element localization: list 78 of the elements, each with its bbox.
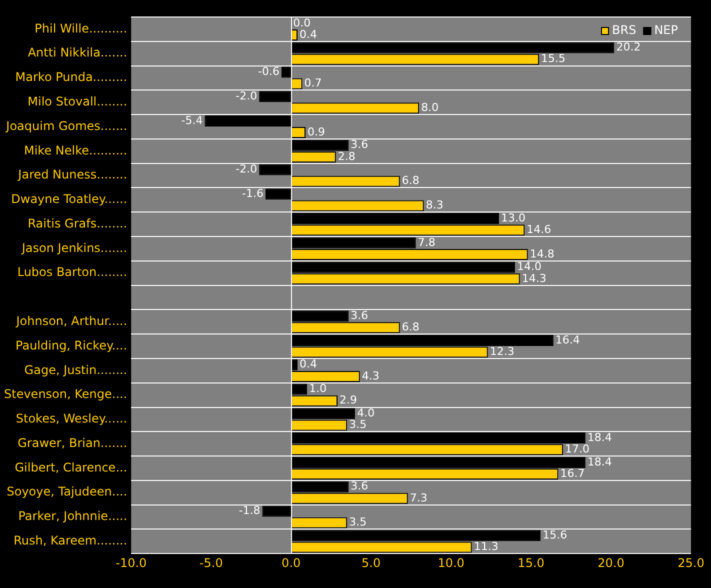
x-tick-label: 25.0 (678, 556, 704, 570)
data-label: 2.8 (338, 150, 356, 163)
y-tick-label: Paulding, Rickey.... (16, 338, 128, 352)
data-label: -5.4 (181, 114, 203, 127)
data-label: 14.8 (530, 247, 554, 260)
data-label: 8.0 (421, 101, 439, 114)
data-label: 20.2 (616, 40, 641, 54)
data-label: -2.0 (236, 162, 258, 176)
y-tick-label: Grawer, Brian....... (18, 436, 128, 450)
y-tick-label: Jason Jenkins....... (20, 240, 128, 255)
y-tick-label: Lubos Barton........ (17, 265, 128, 280)
x-tick-label: -10.0 (116, 556, 147, 570)
data-label: 16.7 (560, 466, 585, 480)
data-label: -0.6 (258, 65, 280, 78)
x-tick-label: 15.0 (518, 556, 544, 570)
data-label: 7.8 (418, 236, 436, 249)
data-label: 3.6 (350, 480, 368, 493)
x-tick-label: 10.0 (438, 556, 464, 570)
bar (259, 164, 292, 176)
x-tick-label: 0.0 (282, 556, 301, 570)
data-label: 11.3 (474, 540, 498, 554)
data-label: -1.6 (242, 187, 264, 200)
x-tick-label: -5.0 (199, 556, 223, 570)
bar (259, 91, 292, 102)
data-label: 12.3 (490, 344, 514, 358)
data-label: 13.0 (501, 211, 526, 224)
data-label: 16.4 (555, 333, 580, 346)
y-tick-label: Soyoye, Tajudeen.... (6, 484, 128, 499)
data-label: 3.6 (350, 138, 368, 152)
y-tick-label: Gilbert, Clarence... (14, 460, 128, 474)
y-tick-label: Antti Nikkila....... (28, 46, 128, 60)
y-tick-label: Phil Wille.......... (34, 21, 128, 36)
data-label: 2.9 (339, 394, 357, 407)
y-tick-label: Stokes, Wesley...... (16, 412, 128, 426)
data-label: 0.7 (304, 76, 322, 90)
data-label: 3.5 (349, 418, 367, 432)
y-tick-label: Jared Nuness........ (17, 168, 128, 182)
data-label: 8.3 (426, 198, 444, 212)
x-tick-label: 20.0 (598, 556, 624, 570)
y-tick-label: Joaquim Gomes....... (5, 118, 128, 133)
data-label: 0.4 (300, 358, 317, 371)
y-tick-label: Milo Stovall........ (28, 94, 128, 108)
data-label: 0.4 (300, 28, 317, 41)
legend-label: BRS (612, 23, 636, 38)
bar (262, 506, 292, 517)
data-label: 3.5 (349, 516, 367, 529)
y-tick-label: Gage, Justin........ (24, 362, 128, 377)
y-tick-label: Mike Nelke.......... (24, 143, 128, 158)
legend-label: NEP (654, 23, 678, 38)
y-tick-label: Dwayne Toatley...... (11, 192, 128, 206)
data-label: 14.3 (522, 272, 546, 285)
data-label: 18.4 (587, 430, 612, 444)
data-label: 17.0 (565, 442, 590, 456)
data-label: 15.5 (541, 52, 566, 66)
bar (266, 188, 292, 200)
data-label: 18.4 (587, 455, 612, 468)
data-label: 15.6 (542, 528, 568, 542)
y-tick-label: Johnson, Arthur..... (15, 314, 128, 328)
data-label: -1.8 (238, 504, 260, 518)
data-label: 14.6 (526, 222, 552, 236)
data-label: 6.8 (402, 320, 420, 334)
y-tick-label: Parker, Johnnie..... (18, 509, 128, 524)
x-tick-label: 5.0 (362, 556, 381, 570)
data-label: 0.0 (293, 16, 311, 30)
data-label: 6.8 (402, 174, 420, 188)
data-label: -2.0 (236, 89, 258, 102)
data-label: 3.6 (350, 308, 368, 322)
data-label: 1.0 (309, 382, 327, 396)
data-label: 14.0 (517, 260, 542, 274)
data-label: 0.9 (307, 125, 325, 138)
bar (204, 115, 292, 126)
data-label: 4.3 (362, 369, 380, 382)
y-tick-label: Stevenson, Kenge.... (4, 387, 128, 402)
data-label: 4.0 (357, 406, 375, 420)
y-tick-label: Rush, Kareem........ (14, 534, 128, 548)
y-tick-label: Marko Punda......... (15, 70, 128, 84)
data-label: 7.3 (410, 491, 428, 504)
y-tick-label: Raitis Grafs........ (28, 216, 128, 230)
